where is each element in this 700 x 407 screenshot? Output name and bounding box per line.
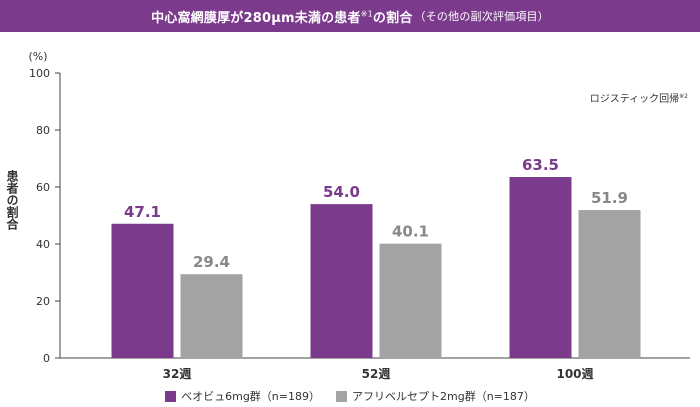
regression-annotation: ロジスティック回帰※2: [590, 92, 688, 105]
legend-label-brolucizumab: ベオビュ6mg群（n=189）: [181, 390, 320, 403]
y-tick-label: 20: [36, 295, 50, 308]
legend-item-brolucizumab: ベオビュ6mg群（n=189）: [165, 388, 320, 404]
legend-item-aflibercept: アフリベルセプト2mg群（n=187）: [336, 388, 535, 404]
legend-label-aflibercept: アフリベルセプト2mg群（n=187）: [352, 390, 535, 403]
y-axis-unit: (%): [28, 50, 47, 63]
value-label: 63.5: [522, 156, 559, 174]
chart-title-banner: 中心窩網膜厚が280μm未満の患者※1の割合 （その他の副次評価項目）: [0, 0, 700, 32]
y-tick-label: 40: [36, 238, 50, 251]
x-ticks: 32週 52週 100週: [163, 366, 594, 381]
x-tick-label: 52週: [362, 366, 391, 381]
value-label: 47.1: [124, 203, 161, 221]
y-tick-label: 80: [36, 124, 50, 137]
bars: 47.1 29.4 54.0 40.1 63.5 51.9: [111, 156, 641, 358]
bar-brolucizumab: [509, 177, 572, 358]
bar-aflibercept: [578, 210, 641, 358]
y-ticks: 0 20 40 60 80 100: [29, 67, 60, 365]
y-tick-label: 60: [36, 181, 50, 194]
bar-chart: (%) 患者の割合 ロジスティック回帰※2 0 20 40 60 80 100 47.1 2…: [5, 50, 690, 381]
y-axis-title: 患者の割合: [5, 169, 19, 231]
y-tick-label: 100: [29, 67, 50, 80]
bar-aflibercept: [379, 243, 442, 358]
bar-brolucizumab: [111, 223, 174, 358]
legend: ベオビュ6mg群（n=189） アフリベルセプト2mg群（n=187）: [0, 386, 700, 406]
legend-swatch-brolucizumab: [165, 390, 177, 402]
value-label: 29.4: [193, 253, 230, 271]
bar-aflibercept: [180, 274, 243, 358]
chart-subtitle: （その他の副次評価項目）: [414, 10, 549, 23]
bar-brolucizumab: [310, 204, 373, 358]
x-tick-label: 100週: [556, 366, 593, 381]
y-tick-label: 0: [43, 352, 50, 365]
value-label: 54.0: [323, 183, 360, 201]
annotation-footnote-mark: ※2: [679, 93, 688, 100]
legend-swatch-aflibercept: [336, 390, 347, 402]
value-label: 51.9: [591, 189, 628, 207]
value-label: 40.1: [392, 223, 429, 241]
title-footnote-mark: ※1: [360, 9, 373, 19]
x-tick-label: 32週: [163, 366, 192, 381]
chart-title: 中心窩網膜厚が280μm未満の患者※1の割合: [151, 9, 413, 26]
